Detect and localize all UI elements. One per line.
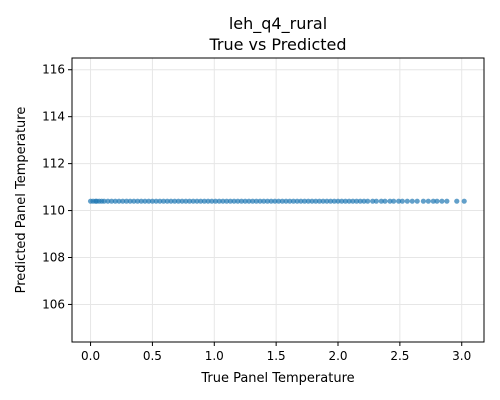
x-tick-label: 0.0 (81, 349, 100, 363)
y-tick-label: 114 (42, 110, 65, 124)
scatter-point (426, 199, 431, 204)
data-points (88, 199, 467, 204)
scatter-point (421, 199, 426, 204)
scatter-point (454, 199, 459, 204)
y-axis-ticks: 106 108 110 112 114 116 (42, 63, 72, 312)
y-tick-label: 116 (42, 63, 65, 77)
x-tick-label: 1.0 (205, 349, 224, 363)
scatter-point (365, 199, 370, 204)
scatter-point (439, 199, 444, 204)
x-tick-label: 2.5 (390, 349, 409, 363)
x-tick-label: 2.0 (328, 349, 347, 363)
scatter-point (374, 199, 379, 204)
y-axis-label: Predicted Panel Temperature (14, 107, 29, 294)
scatter-point (400, 199, 405, 204)
scatter-point (462, 199, 467, 204)
x-axis-ticks: 0.0 0.5 1.0 1.5 2.0 2.5 3.0 (81, 342, 471, 363)
chart-title-line1: leh_q4_rural (229, 14, 327, 34)
y-tick-label: 112 (42, 157, 65, 171)
scatter-point (444, 199, 449, 204)
scatter-point (382, 199, 387, 204)
scatter-point (405, 199, 410, 204)
chart-title-line2: True vs Predicted (208, 35, 346, 54)
x-axis-label: True Panel Temperature (200, 371, 354, 386)
x-tick-label: 0.5 (143, 349, 162, 363)
y-tick-label: 108 (42, 251, 65, 265)
x-tick-label: 3.0 (452, 349, 471, 363)
scatter-point (391, 199, 396, 204)
y-tick-label: 106 (42, 297, 65, 311)
scatter-point (434, 199, 439, 204)
scatter-point (410, 199, 415, 204)
x-tick-label: 1.5 (267, 349, 286, 363)
scatter-point (415, 199, 420, 204)
y-tick-label: 110 (42, 204, 65, 218)
